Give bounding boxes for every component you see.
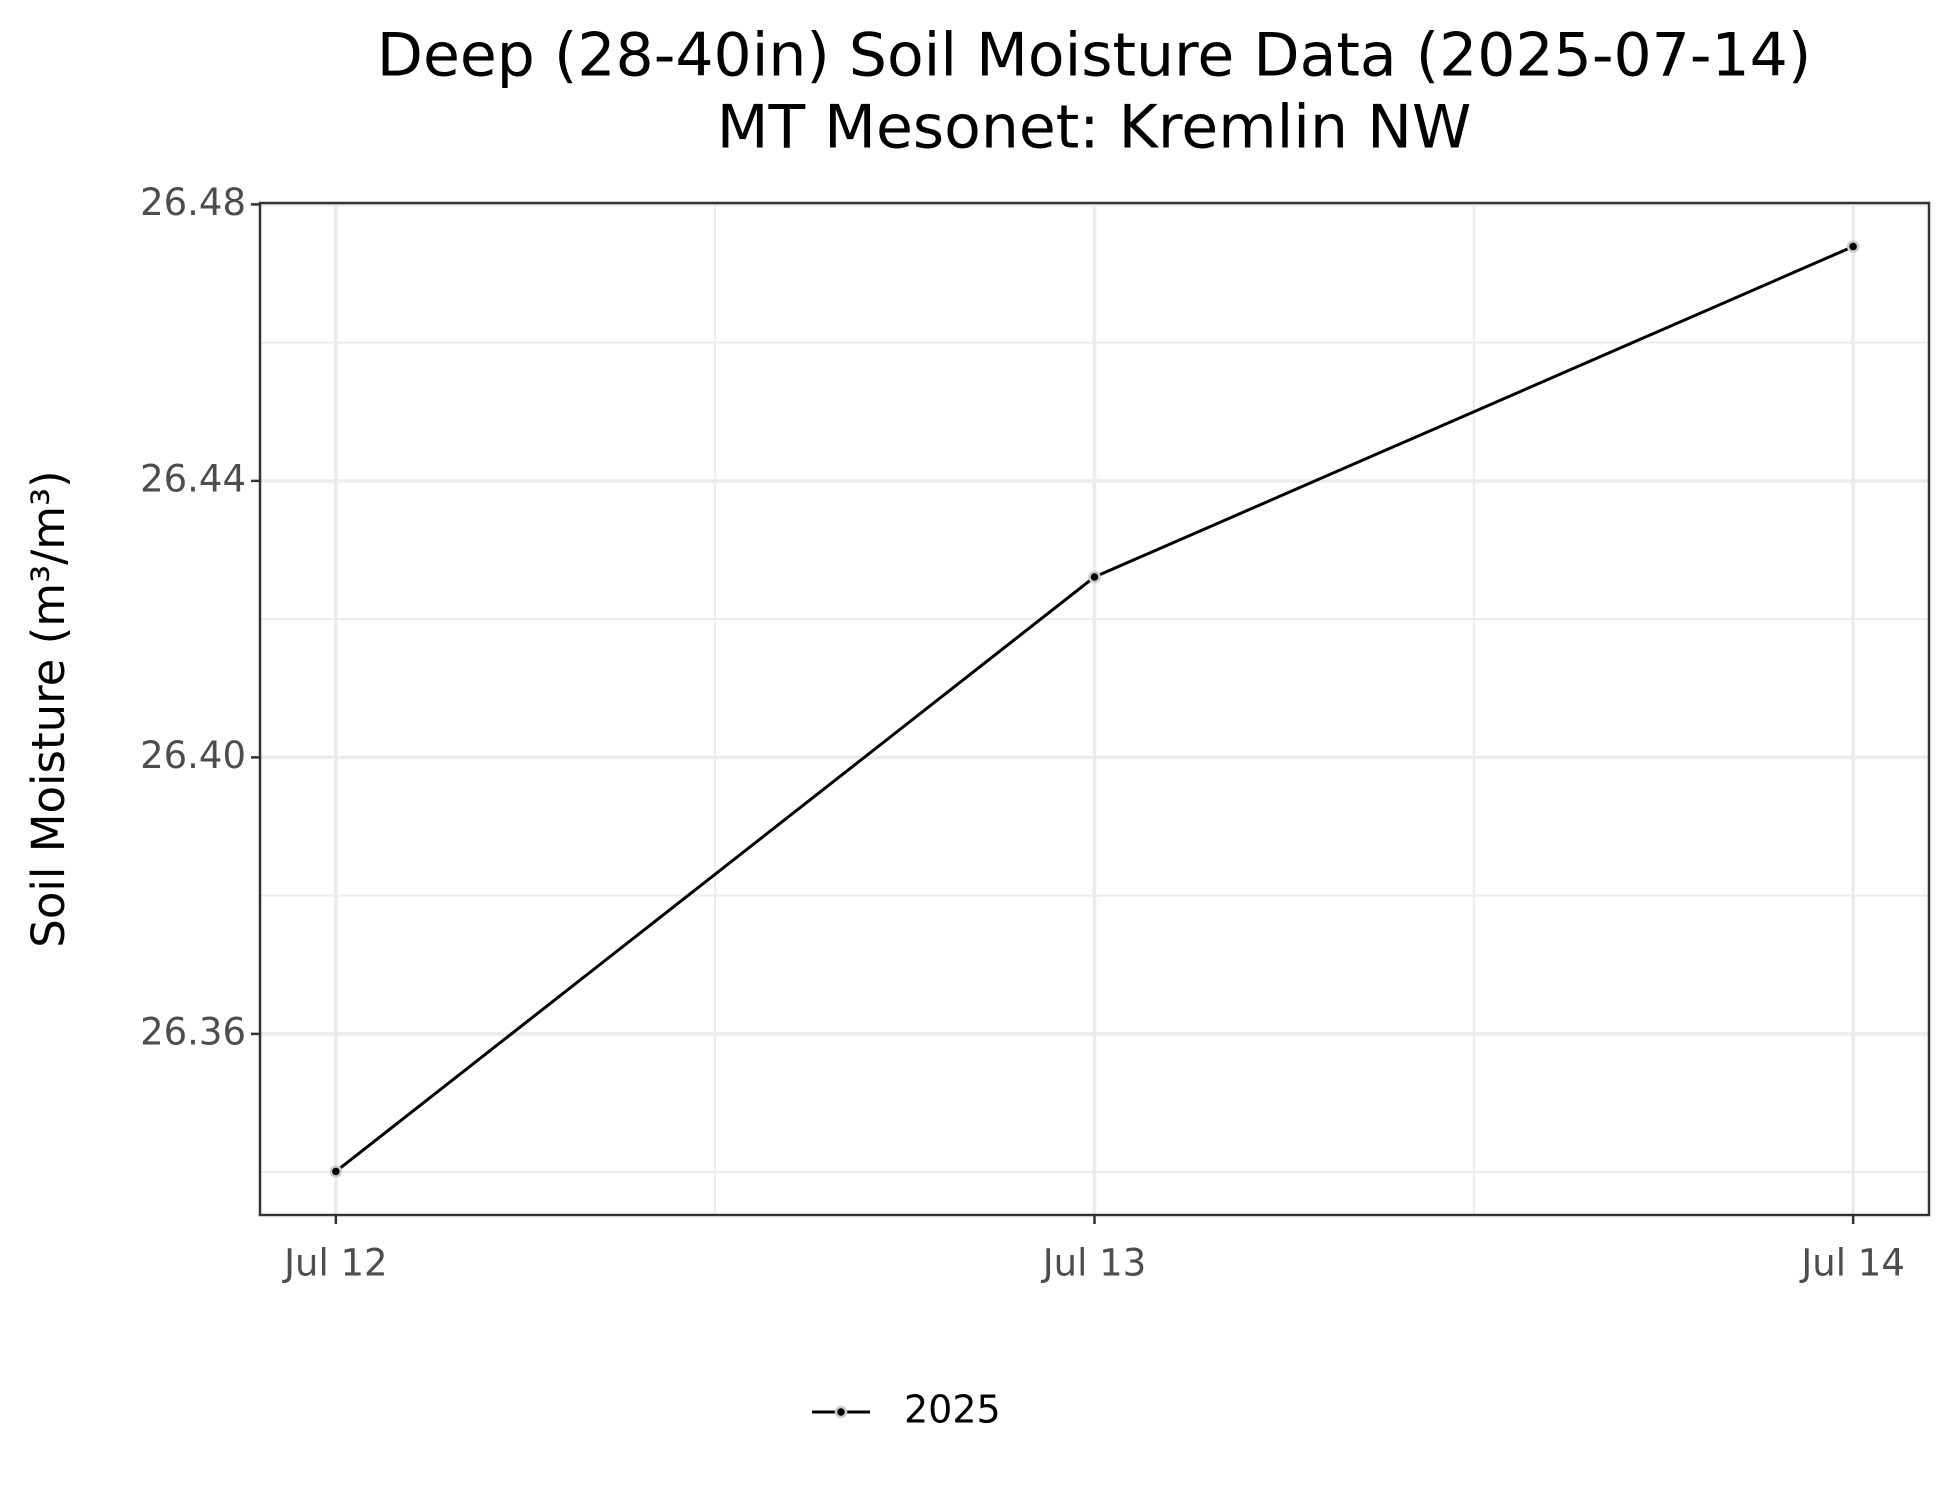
- y-tick-label: 26.48: [140, 181, 246, 224]
- x-tick-label: Jul 14: [1799, 1242, 1904, 1285]
- x-tick-label: Jul 12: [282, 1242, 387, 1285]
- data-point: [329, 1165, 343, 1178]
- legend-point: [834, 1405, 848, 1419]
- y-axis-title: Soil Moisture (m³/m³): [22, 470, 75, 947]
- plot-panel: [258, 201, 1931, 1217]
- data-point: [1088, 570, 1101, 584]
- y-tick-label: 26.36: [140, 1010, 246, 1053]
- chart-title: Deep (28-40in) Soil Moisture Data (2025-…: [377, 21, 1811, 91]
- y-tick-label: 26.40: [140, 734, 246, 777]
- y-tick-label: 26.44: [140, 457, 246, 500]
- legend-label: 2025: [904, 1388, 1001, 1432]
- x-tick-label: Jul 13: [1041, 1242, 1146, 1285]
- chart-subtitle: MT Mesonet: Kremlin NW: [717, 93, 1472, 163]
- data-point: [1846, 240, 1860, 253]
